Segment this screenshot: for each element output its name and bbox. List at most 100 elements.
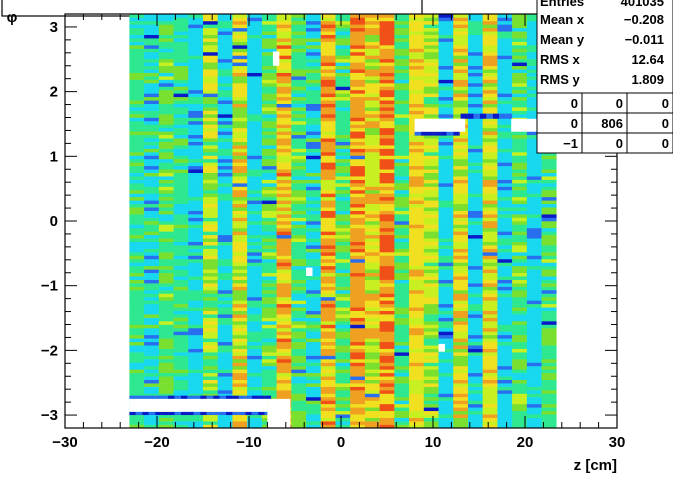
heatmap-cell [320,134,336,139]
heatmap-cell [394,103,410,108]
heatmap-cell [364,89,380,94]
heatmap-cell [350,310,366,315]
heatmap-cell [497,58,513,63]
heatmap-cell [261,31,277,35]
heatmap-cell [497,227,513,232]
heatmap-cell [350,127,366,132]
heatmap-cell [409,217,425,222]
heatmap-cell [482,327,498,332]
heatmap-cell [203,317,219,322]
heatmap-cell [203,189,219,194]
heatmap-cell [409,45,425,49]
heatmap-cell [217,334,233,339]
heatmap-cell [320,227,336,232]
heatmap-cell [482,400,498,405]
heatmap-cell [276,51,292,56]
heatmap-cell [394,48,410,53]
heatmap-cell [512,324,528,329]
heatmap-cell [261,45,277,49]
heatmap-cell [306,20,322,25]
heatmap-cell [306,83,322,87]
heatmap-cell [320,327,336,332]
heatmap-cell [232,38,248,42]
heatmap-cell [144,286,160,291]
heatmap-cell [203,48,219,53]
heatmap-cell [203,290,219,294]
heatmap-cell [512,210,528,215]
heatmap-cell [482,390,498,394]
heatmap-cell [158,83,174,87]
heatmap-cell [129,386,145,391]
heatmap-cell [364,369,380,374]
heatmap-cell [203,321,219,325]
heatmap-cell [217,221,233,225]
heatmap-cell [482,103,498,108]
heatmap-cell [409,103,425,108]
heatmap-cell [409,362,425,367]
heatmap-cell [423,79,439,84]
heatmap-cell [438,234,454,239]
heatmap-cell [526,196,542,201]
heatmap-cell [364,131,380,136]
heatmap-cell [261,300,277,305]
heatmap-cell [379,290,395,294]
heatmap-cell [247,258,263,263]
heatmap-cell [453,131,469,136]
heatmap-cell [158,124,174,129]
heatmap-cell [276,300,292,305]
heatmap-cell [526,221,542,225]
heatmap-cell [261,200,277,205]
heatmap-cell [512,407,528,412]
heatmap-cell [512,296,528,301]
heatmap-cell [217,283,233,287]
heatmap-cell [512,269,528,274]
heatmap-cell [409,252,425,256]
heatmap-cell [541,231,557,236]
heatmap-cell [261,165,277,170]
heatmap-cell [453,183,469,187]
heatmap-cell [247,372,263,377]
heatmap-cell [320,272,336,277]
heatmap-cell [409,331,425,336]
heatmap-cell [350,141,366,146]
heatmap-cell [423,286,439,291]
heatmap-cell [320,127,336,132]
heatmap-cell [247,234,263,239]
heatmap-cell [438,262,454,267]
heatmap-cell [129,110,145,115]
heatmap-cell [144,321,160,325]
heatmap-cell [291,414,307,418]
x-tick-label: 10 [425,434,442,451]
heatmap-cell [379,341,395,346]
heatmap-cell [276,193,292,198]
heatmap-cell [261,258,277,263]
heatmap-cell [423,376,439,380]
heatmap-cell [247,193,263,198]
heatmap-cell [350,241,366,246]
heatmap-cell [173,355,189,360]
heatmap-cell [203,424,219,429]
heatmap-cell [193,411,201,416]
heatmap-cell [512,55,528,60]
heatmap-cell [394,327,410,332]
heatmap-cell [144,141,160,146]
heatmap-cell [350,69,366,73]
heatmap-cell [144,203,160,208]
heatmap-cell [335,93,351,98]
heatmap-cell [482,138,498,142]
heatmap-cell [232,24,248,29]
heatmap-cell [379,303,395,308]
heatmap-cell [423,103,439,108]
heatmap-cell [320,359,336,363]
heatmap-cell [306,310,322,315]
heatmap-cell [158,314,174,318]
heatmap-cell [541,365,557,370]
heatmap-cell [497,207,513,211]
heatmap-cell [379,17,395,22]
heatmap-cell [173,221,189,225]
heatmap-cell [200,411,207,416]
heatmap-cell [144,231,160,236]
heatmap-cell [217,41,233,46]
heatmap-cell [129,62,145,67]
heatmap-cell [394,355,410,360]
